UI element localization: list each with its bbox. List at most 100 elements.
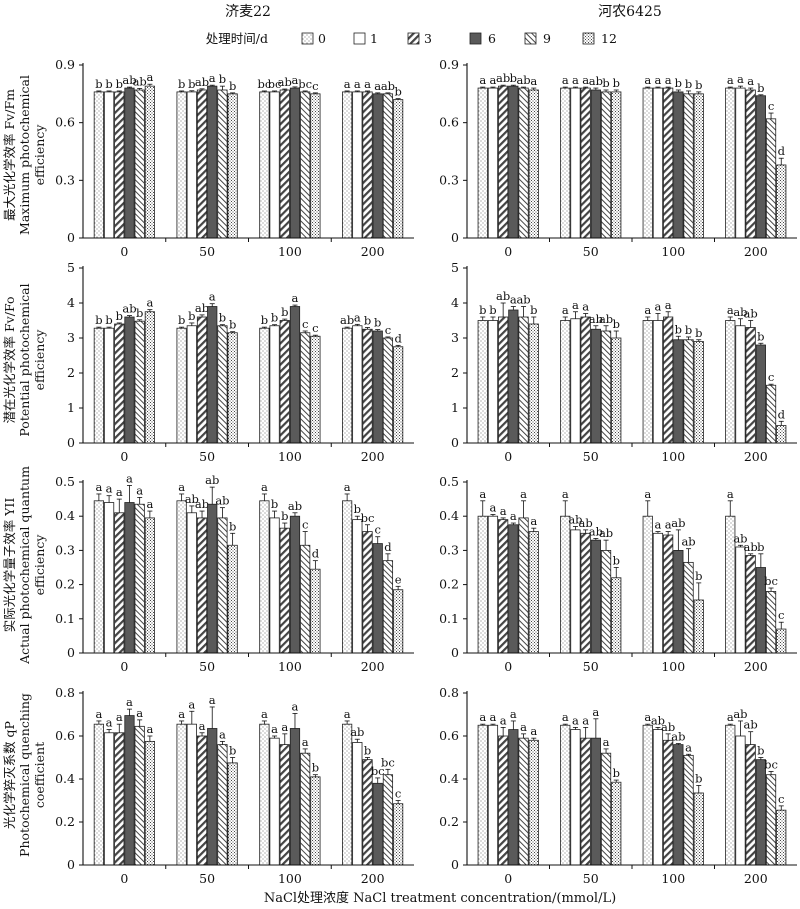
row-ylabel-1-line-3: efficiency: [32, 329, 47, 391]
category-label: 100: [278, 871, 302, 886]
bar-0: [93, 500, 104, 654]
bar-1: [103, 91, 115, 239]
bar-6: [508, 85, 519, 239]
significance-label: ab: [733, 707, 747, 721]
bar-6: [124, 87, 135, 239]
category-label: 200: [361, 659, 385, 674]
significance-label: b: [613, 554, 620, 568]
legend-label-4: 9: [543, 31, 551, 46]
significance-label: a: [106, 482, 113, 496]
category-label: 0: [120, 449, 128, 464]
bar-3: [580, 737, 591, 866]
significance-label: b: [95, 77, 102, 91]
bar-9: [382, 337, 394, 444]
significance-label: a: [126, 695, 133, 709]
significance-label: c: [395, 787, 401, 801]
row-ylabel-2: 实际光化学量子效率 YII Actual photochemical quant…: [2, 466, 47, 665]
significance-label: ab: [589, 312, 603, 326]
bar-6: [207, 503, 218, 654]
category-label: 200: [361, 244, 385, 259]
category-label: 100: [661, 871, 685, 886]
bar-12: [310, 776, 321, 866]
legend-swatch-1: [353, 32, 366, 45]
category-label: 50: [583, 244, 599, 259]
bar-12: [144, 311, 155, 444]
significance-label: ab: [205, 473, 219, 487]
significance-label: b: [312, 761, 319, 775]
significance-label: a: [219, 727, 226, 741]
bar-1: [103, 502, 115, 654]
significance-label: a: [354, 310, 361, 324]
y-tick-label: 0.4: [55, 771, 75, 786]
significance-label: c: [312, 321, 318, 335]
significance-label: b: [188, 77, 195, 91]
legend-label-2: 3: [424, 31, 432, 46]
bar-1: [352, 325, 363, 444]
significance-label: b: [178, 313, 185, 327]
bar-3: [279, 320, 290, 444]
significance-label: a: [520, 720, 527, 734]
bar-12: [227, 762, 238, 866]
significance-label: a: [747, 74, 754, 88]
category-label: 100: [661, 244, 685, 259]
y-tick-label: 2: [451, 365, 459, 380]
y-tick-label: 0.3: [439, 172, 459, 187]
bar-1: [487, 87, 499, 239]
significance-label: a: [665, 518, 672, 532]
significance-label: a: [530, 724, 537, 738]
bar-9: [683, 561, 694, 654]
significance-label: ab: [568, 512, 582, 526]
significance-label: d: [394, 331, 402, 345]
significance-label: b: [479, 303, 486, 317]
significance-label: a: [510, 293, 517, 307]
bar-0: [725, 320, 736, 444]
significance-label: a: [562, 487, 569, 501]
significance-label: a: [136, 483, 143, 497]
bar-9: [765, 774, 777, 866]
legend-label-0: 0: [318, 31, 326, 46]
significance-label: ab: [744, 307, 758, 321]
y-tick-label: 0.9: [439, 57, 459, 72]
bar-0: [176, 327, 187, 444]
significance-label: b: [116, 309, 123, 323]
bar-1: [652, 320, 664, 444]
bar-3: [498, 519, 509, 654]
significance-label: a: [510, 707, 517, 721]
significance-label: b: [105, 77, 112, 91]
bar-12: [528, 323, 539, 444]
significance-label: a: [644, 73, 651, 87]
bar-3: [663, 739, 674, 866]
bar-9: [300, 91, 311, 239]
legend-item-5: 12: [582, 31, 617, 46]
significance-label: b: [757, 540, 764, 554]
y-tick-label: 0: [451, 857, 459, 872]
bar-0: [477, 320, 488, 444]
significance-label: ab: [195, 75, 209, 89]
significance-label: a: [655, 73, 662, 87]
bar-1: [269, 517, 280, 654]
bar-6: [372, 543, 383, 654]
significance-label: b: [510, 71, 517, 85]
bar-9: [217, 325, 228, 444]
significance-label: a: [510, 509, 517, 523]
bar-6: [289, 515, 301, 654]
significance-label: b: [364, 314, 371, 328]
significance-label: a: [500, 504, 507, 518]
bar-1: [352, 742, 363, 866]
bar-1: [186, 91, 197, 239]
significance-label: a: [188, 697, 195, 711]
bar-6: [673, 339, 684, 444]
bar-1: [735, 546, 746, 654]
bar-9: [518, 316, 529, 444]
significance-label: a: [572, 713, 579, 727]
significance-label: a: [178, 707, 185, 721]
bar-12: [528, 531, 539, 654]
legend-swatch-0: [301, 32, 314, 45]
bar-0: [259, 91, 270, 239]
category-label: 50: [199, 871, 215, 886]
bar-6: [207, 728, 218, 866]
significance-label: a: [209, 71, 216, 85]
significance-label: ab: [195, 497, 209, 511]
significance-label: a: [479, 710, 486, 724]
bar-0: [477, 87, 488, 239]
